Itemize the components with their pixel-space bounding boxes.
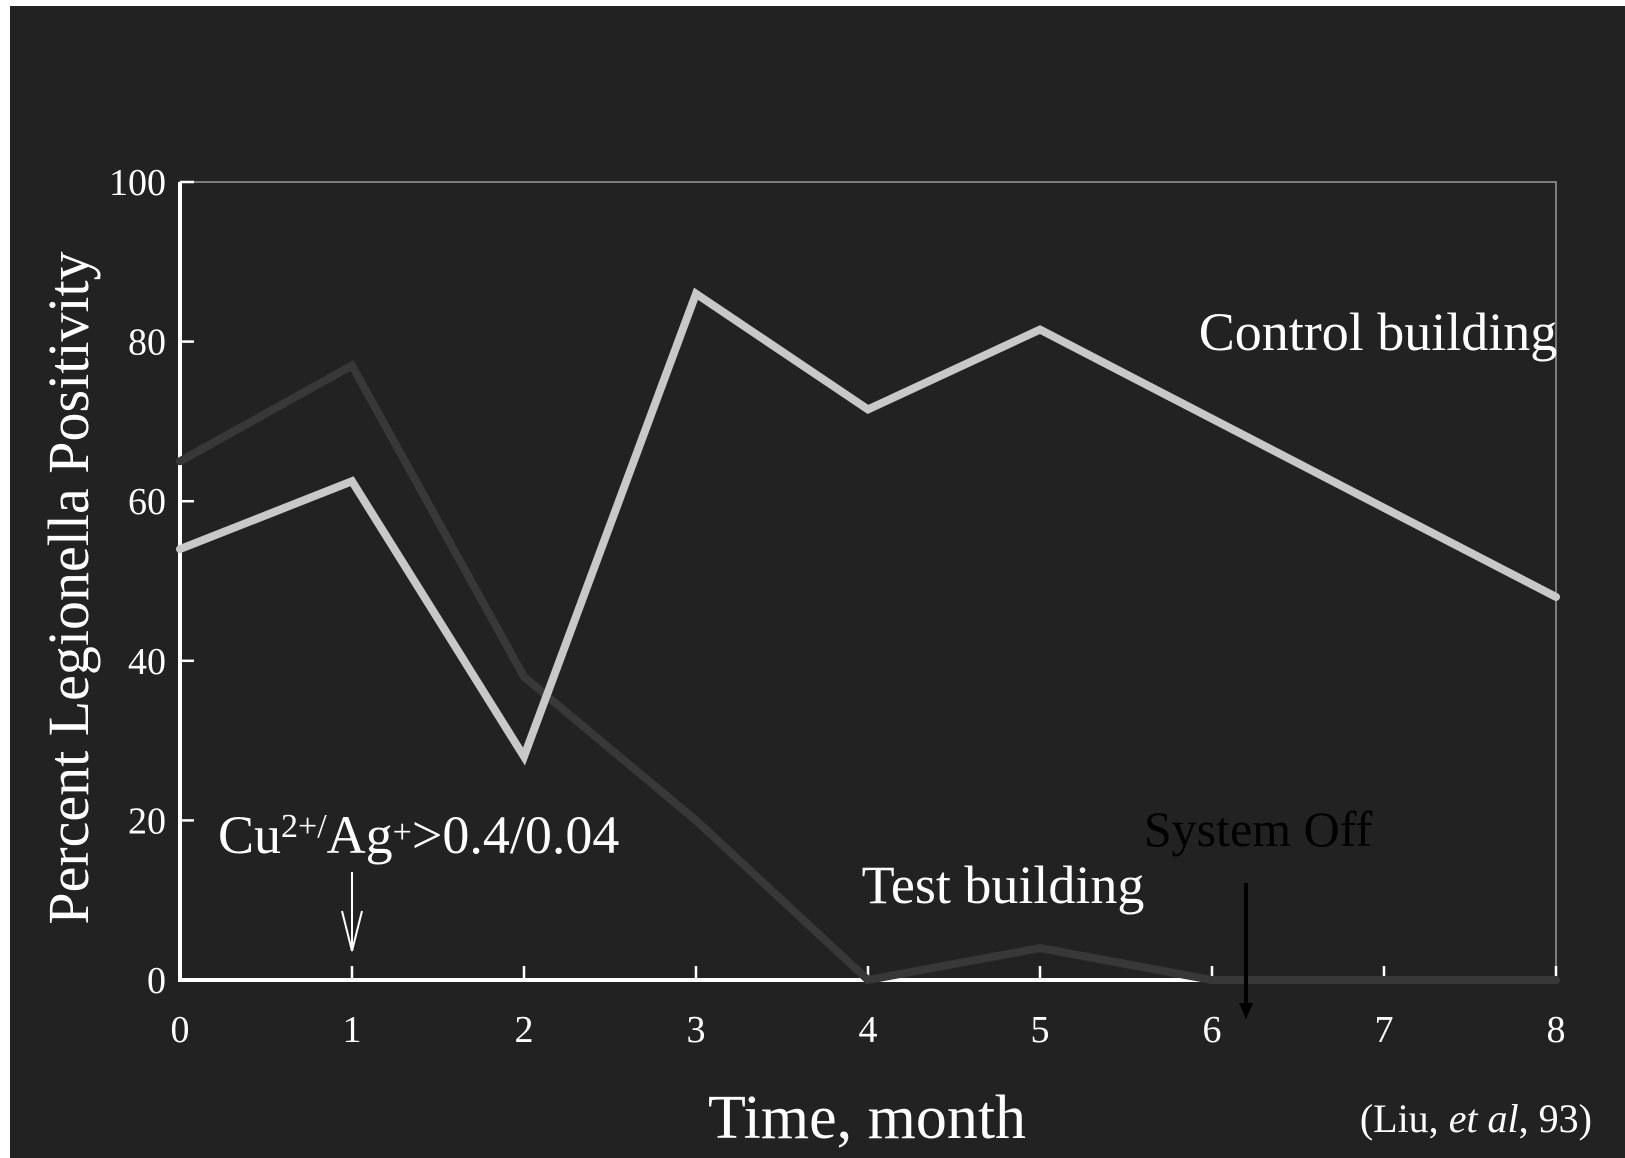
x-tick-label: 3: [687, 1009, 706, 1051]
series-layer: [176, 287, 1560, 985]
citation-italic: et al: [1449, 1096, 1519, 1141]
citation-after: , 93): [1519, 1096, 1592, 1141]
y-tick-label: 0: [147, 960, 166, 1002]
y-tick-label: 100: [109, 162, 166, 204]
x-axis-title: Time, month: [708, 1084, 1026, 1152]
x-tick-label: 4: [859, 1009, 878, 1051]
treatment-slash: /: [317, 808, 327, 845]
treatment-annotation: Cu2+/Ag+>0.4/0.04: [218, 805, 619, 865]
citation: (Liu, et al, 93): [1360, 1096, 1592, 1141]
x-tick-label: 2: [515, 1009, 534, 1051]
y-axis-title: Percent Legionella Positivity: [36, 251, 101, 924]
series-label-test: Test building: [862, 855, 1145, 915]
citation-before: (Liu,: [1360, 1096, 1449, 1141]
chart-slide: 0 1 2 3 4 5 6 7 8 0 20 40 60 80 100 Time, month Percen…: [10, 6, 1625, 1158]
y-tick-label: 60: [128, 481, 166, 523]
treatment-suffix: >0.4/0.04: [412, 805, 619, 865]
x-tick-label: 5: [1031, 1009, 1050, 1051]
x-tick-label: 8: [1547, 1009, 1566, 1051]
y-tick-label: 20: [128, 800, 166, 842]
series-line-test: [176, 360, 1560, 985]
system-off-arrow: [1239, 883, 1253, 1019]
y-tick-label: 80: [128, 322, 166, 364]
system-off-label: System Off: [1144, 801, 1373, 857]
treatment-mid: Ag: [327, 805, 393, 865]
x-tick-label: 7: [1375, 1009, 1394, 1051]
x-tick-label: 6: [1203, 1009, 1222, 1051]
x-tick-label: 0: [171, 1009, 190, 1051]
treatment-sup2: +: [393, 814, 412, 851]
series-label-control: Control building: [1199, 302, 1558, 362]
series-line-control: [176, 287, 1560, 766]
treatment-prefix: Cu: [218, 805, 281, 865]
treatment-sup1: 2+: [281, 808, 317, 845]
treatment-arrow: [341, 872, 363, 952]
x-tick-label: 1: [343, 1009, 362, 1051]
y-tick-label: 40: [128, 641, 166, 683]
